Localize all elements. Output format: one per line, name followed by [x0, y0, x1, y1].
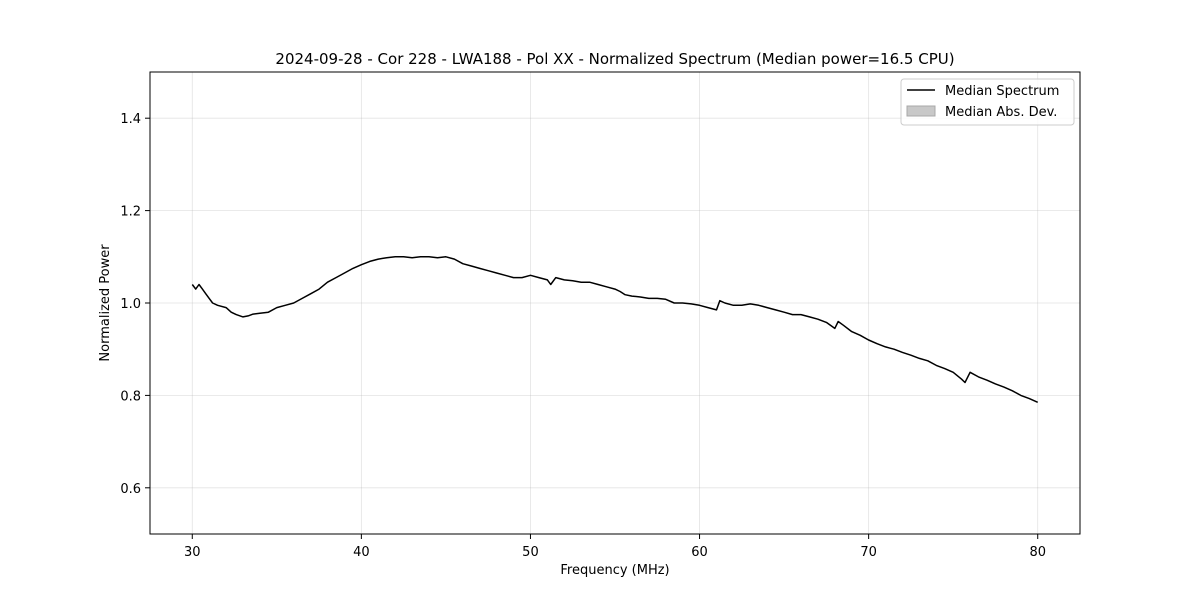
legend: Median Spectrum Median Abs. Dev. — [900, 78, 1075, 126]
series-layer — [191, 256, 1039, 403]
y-tick-label: 1.2 — [120, 205, 141, 220]
x-tick-label: 50 — [522, 545, 539, 560]
x-axis-ticks: 30 40 50 60 70 80 — [184, 534, 1046, 560]
y-axis-label: Normalized Power — [98, 244, 113, 362]
x-tick-label: 30 — [184, 545, 201, 560]
chart-title: 2024-09-28 - Cor 228 - LWA188 - Pol XX -… — [275, 50, 954, 68]
x-tick-label: 70 — [860, 545, 877, 560]
x-tick-label: 80 — [1029, 545, 1046, 560]
y-tick-label: 0.8 — [120, 389, 141, 404]
legend-label-median-abs-dev: Median Abs. Dev. — [945, 105, 1057, 120]
y-tick-label: 1.4 — [120, 112, 141, 127]
y-tick-label: 0.6 — [120, 482, 141, 497]
x-tick-label: 40 — [353, 545, 370, 560]
median-spectrum-line — [191, 256, 1039, 403]
legend-patch-swatch — [906, 105, 936, 117]
x-tick-label: 60 — [691, 545, 708, 560]
y-axis-ticks: 0.6 0.8 1.0 1.2 1.4 — [120, 112, 150, 497]
x-axis-label: Frequency (MHz) — [560, 563, 669, 578]
legend-box — [900, 78, 1075, 126]
y-tick-label: 1.0 — [120, 297, 141, 312]
legend-label-median-spectrum: Median Spectrum — [945, 84, 1059, 99]
